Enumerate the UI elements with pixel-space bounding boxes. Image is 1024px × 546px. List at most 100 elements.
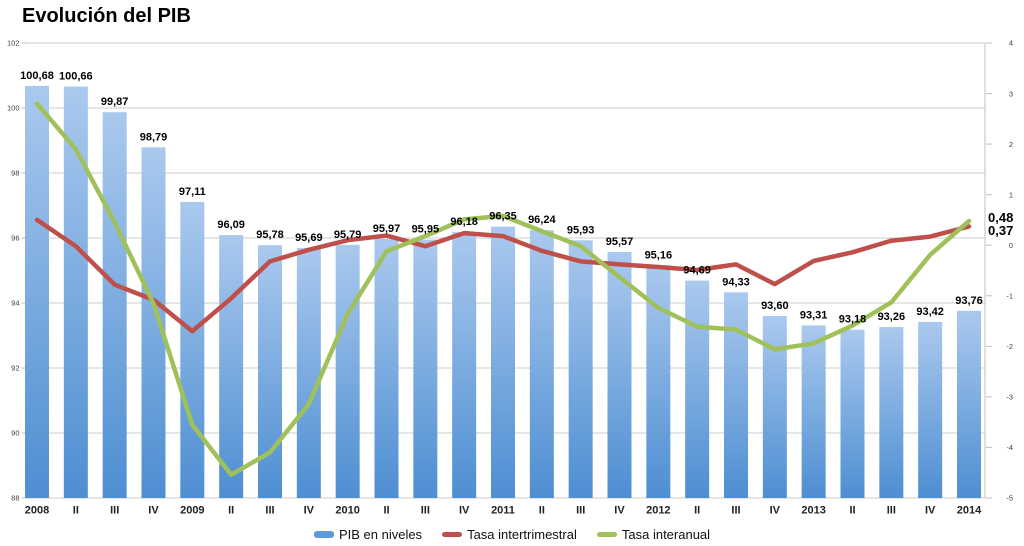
pib-bar	[568, 240, 593, 498]
bar-value-label: 93,60	[761, 300, 789, 312]
pib-bar	[413, 239, 438, 498]
legend-item: PIB en niveles	[313, 526, 423, 542]
right-axis-tick-label: -3	[1006, 393, 1013, 402]
pib-bar	[724, 292, 748, 498]
x-axis-label: IV	[925, 505, 936, 517]
bar-value-label: 94,33	[722, 276, 750, 288]
bar-value-label: 98,79	[140, 131, 168, 143]
pib-bar	[685, 280, 710, 498]
right-axis-tick-label: 1	[1009, 190, 1013, 199]
pib-bar	[180, 201, 205, 499]
x-axis-label: 2011	[491, 505, 515, 517]
x-axis-label: IV	[148, 505, 159, 517]
chart-title: Evolución del PIB	[22, 5, 191, 27]
pib-bar	[491, 226, 515, 498]
x-axis-label: 2009	[180, 505, 204, 517]
x-axis-label: 2014	[957, 505, 982, 517]
bar-value-label: 93,31	[800, 309, 828, 321]
x-axis-label: 2008	[25, 505, 49, 517]
left-axis-tick-label: 94	[11, 299, 19, 308]
x-axis-label: III	[576, 505, 585, 517]
intertrimestral-line	[34, 217, 972, 334]
x-axis-label: 2010	[335, 505, 359, 517]
left-axis-tick-label: 96	[11, 234, 19, 243]
bar-value-label: 95,69	[295, 232, 323, 244]
intertrimestral-end-value: 0,37	[988, 223, 1014, 238]
bar-value-label: 96,18	[450, 216, 478, 228]
x-axis-label: II	[228, 505, 234, 517]
bar-value-label: 100,66	[59, 71, 93, 83]
left-axis-tick-label: 90	[11, 429, 19, 438]
bar-value-label: 99,87	[101, 96, 129, 108]
bar-value-label: 95,97	[373, 223, 401, 235]
bar-value-label: 100,68	[20, 70, 54, 82]
right-axis-tick-label: -2	[1006, 342, 1013, 351]
pib-bar	[219, 235, 244, 498]
left-axis-tick-label: 98	[11, 169, 19, 178]
x-axis-label: 2013	[801, 505, 825, 517]
pib-bar	[25, 85, 49, 499]
right-axis-tick-label: -1	[1006, 291, 1013, 300]
legend-label: Tasa intertrimestral	[467, 526, 577, 542]
pib-bar	[335, 244, 360, 498]
x-axis-label: III	[887, 505, 896, 517]
bar-value-label: 94,69	[683, 265, 711, 277]
bar-value-label: 95,79	[334, 229, 362, 241]
pib-bar	[918, 321, 943, 498]
right-axis-tick-label: 0	[1009, 241, 1013, 250]
legend-item: Tasa interanual	[596, 526, 711, 542]
legend-swatch-line-icon	[442, 531, 463, 537]
x-axis-label: II	[73, 505, 79, 517]
bar-value-label: 93,76	[955, 295, 983, 307]
bar-value-label: 93,42	[916, 306, 944, 318]
x-axis-label: III	[421, 505, 430, 517]
bar-value-label: 95,78	[256, 229, 284, 241]
bar-value-label: 95,57	[606, 236, 634, 248]
right-axis-tick-label: 3	[1009, 89, 1013, 98]
left-axis-tick-label: 102	[7, 39, 20, 48]
x-axis-label: II	[383, 505, 389, 517]
x-axis-label: III	[265, 505, 274, 517]
right-axis-tick-label: 4	[1009, 39, 1013, 48]
x-axis-label: IV	[770, 505, 781, 517]
legend-label: Tasa interanual	[621, 526, 711, 542]
x-axis-label: II	[539, 505, 545, 517]
bar-value-label: 93,26	[878, 311, 906, 323]
interanual-line	[34, 101, 972, 477]
left-axis-tick-label: 88	[11, 494, 19, 503]
bar-value-label: 95,16	[645, 249, 673, 261]
legend: PIB en niveles Tasa intertrimestral Tasa i…	[0, 525, 1024, 543]
pib-bar	[296, 248, 321, 498]
bar-value-label: 95,95	[412, 224, 440, 236]
interanual-end-value: 0,48	[988, 210, 1014, 225]
pib-bar	[63, 86, 88, 499]
legend-swatch-bar-icon	[313, 530, 334, 538]
pib-bar	[529, 230, 554, 498]
pib-bar	[957, 310, 981, 498]
x-axis-label: III	[731, 505, 740, 517]
x-axis-label: II	[694, 505, 700, 517]
legend-label: PIB en niveles	[338, 526, 423, 542]
legend-swatch-line-icon	[596, 531, 617, 537]
pib-bar	[607, 251, 632, 498]
x-axis-label: IV	[614, 505, 625, 517]
pib-bar	[801, 325, 826, 498]
x-axis-label: IV	[459, 505, 470, 517]
right-axis-tick-label: -5	[1006, 494, 1013, 503]
pib-bar	[102, 112, 127, 498]
x-axis-label: IV	[304, 505, 315, 517]
bar-value-label: 95,93	[567, 224, 595, 236]
bar-value-label: 97,11	[179, 186, 206, 198]
pib-bar	[374, 238, 399, 498]
left-axis-tick-label: 100	[7, 104, 20, 113]
pib-bar	[840, 329, 865, 498]
bar-value-label: 93,18	[839, 314, 867, 326]
left-axis-tick-label: 92	[11, 364, 19, 373]
x-axis-label: III	[110, 505, 119, 517]
x-axis-label: II	[849, 505, 855, 517]
bar-value-label: 96,09	[217, 219, 245, 231]
bar-value-label: 96,24	[528, 214, 556, 226]
pib-bar	[258, 245, 282, 498]
